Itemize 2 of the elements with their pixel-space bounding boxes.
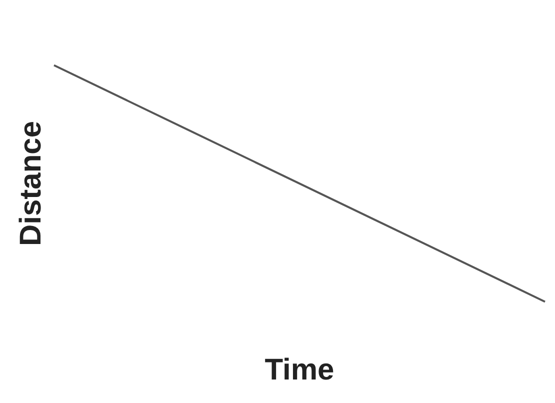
x-axis-title: Time <box>264 353 334 386</box>
y-axis-title: Distance <box>14 120 48 246</box>
